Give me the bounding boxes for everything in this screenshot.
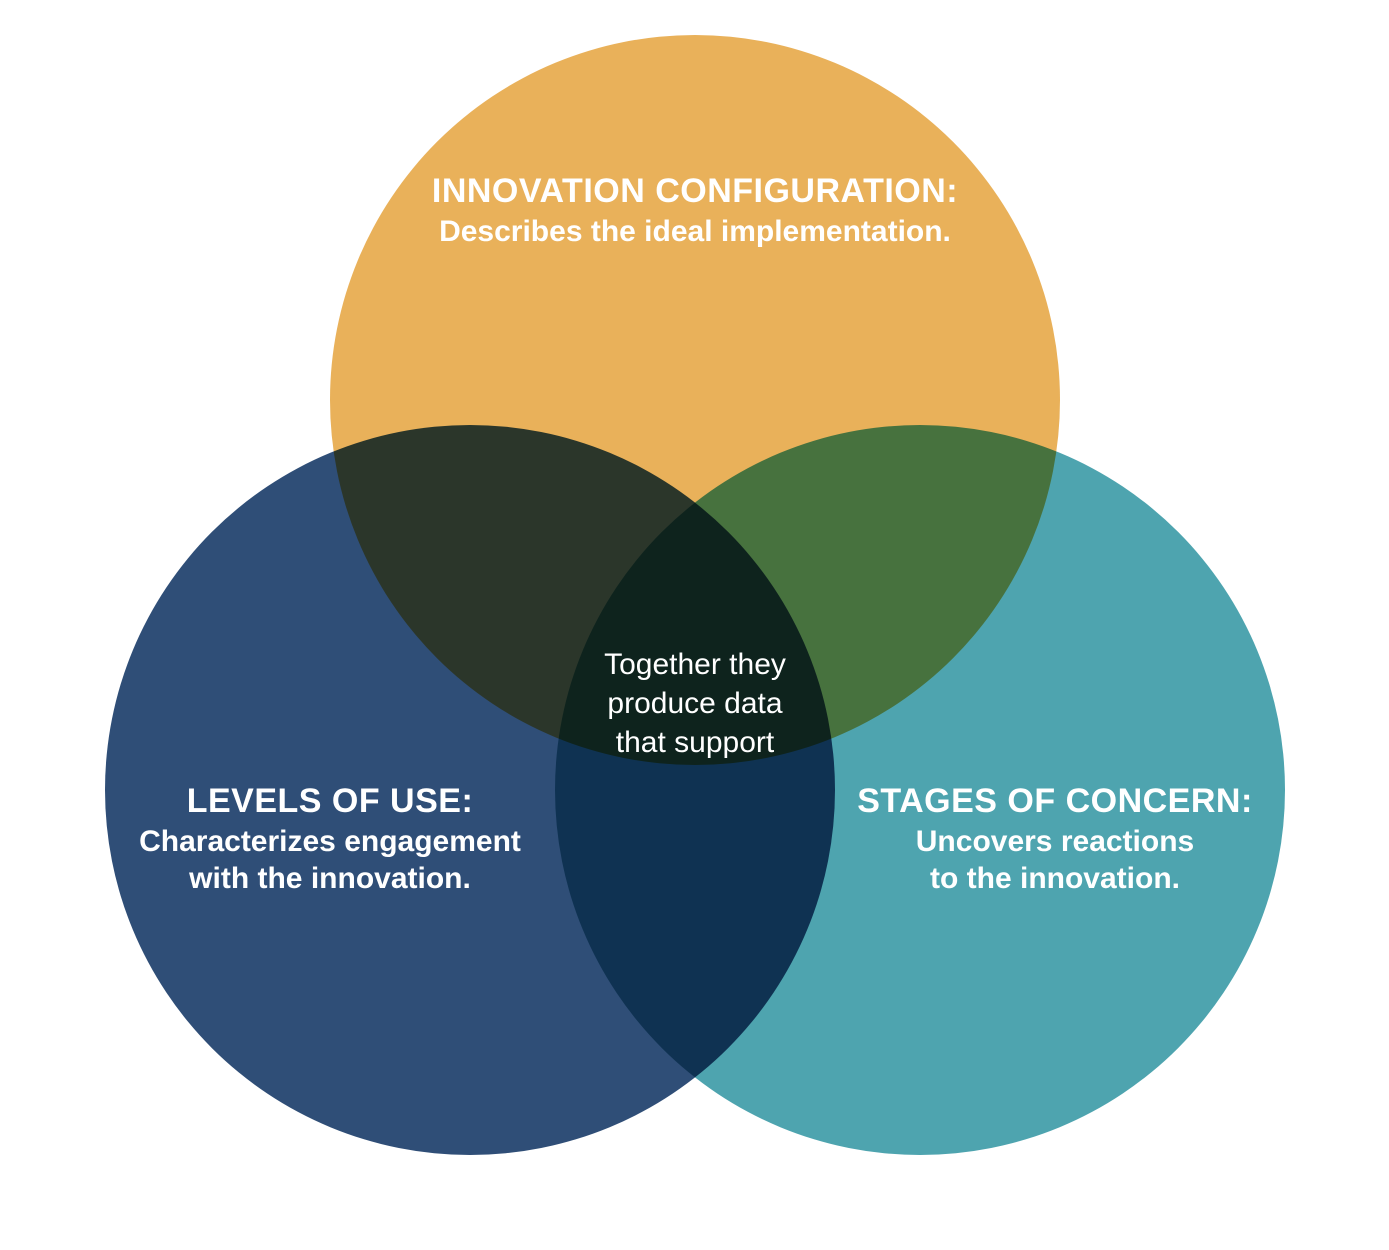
label-left-desc-2: with the innovation.	[80, 860, 580, 898]
label-top-title: INNOVATION CONFIGURATION:	[345, 170, 1045, 213]
label-right-desc-2: to the innovation.	[805, 860, 1305, 898]
center-line-3: that support	[545, 723, 845, 762]
venn-diagram: INNOVATION CONFIGURATION: Describes the …	[0, 0, 1389, 1250]
label-levels-of-use: LEVELS OF USE: Characterizes engagement …	[80, 780, 580, 898]
label-right-desc-1: Uncovers reactions	[805, 823, 1305, 861]
label-left-desc-1: Characterizes engagement	[80, 823, 580, 861]
label-left-title: LEVELS OF USE:	[80, 780, 580, 823]
label-center: Together they produce data that support	[545, 645, 845, 762]
center-line-1: Together they	[545, 645, 845, 684]
label-top-desc: Describes the ideal implementation.	[345, 213, 1045, 251]
label-right-title: STAGES OF CONCERN:	[805, 780, 1305, 823]
label-stages-of-concern: STAGES OF CONCERN: Uncovers reactions to…	[805, 780, 1305, 898]
center-line-2: produce data	[545, 684, 845, 723]
label-innovation-configuration: INNOVATION CONFIGURATION: Describes the …	[345, 170, 1045, 250]
